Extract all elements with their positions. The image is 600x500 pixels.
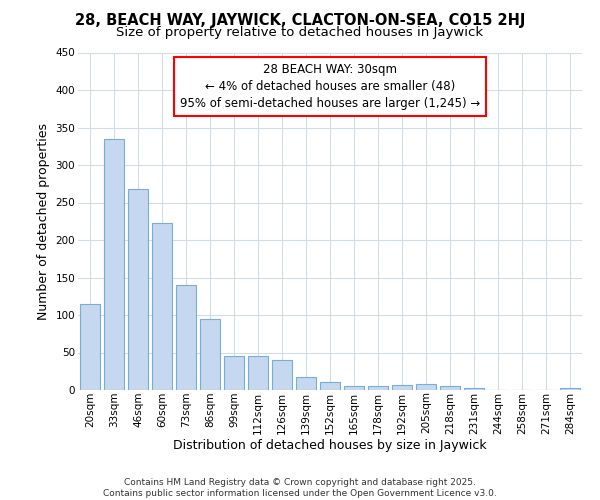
Bar [248,356,268,390]
Bar [176,285,196,390]
X-axis label: Distribution of detached houses by size in Jaywick: Distribution of detached houses by size … [173,439,487,452]
Bar [272,360,292,390]
Text: 28, BEACH WAY, JAYWICK, CLACTON-ON-SEA, CO15 2HJ: 28, BEACH WAY, JAYWICK, CLACTON-ON-SEA, … [75,12,525,28]
Bar [320,382,340,390]
Text: 28 BEACH WAY: 30sqm
← 4% of detached houses are smaller (48)
95% of semi-detache: 28 BEACH WAY: 30sqm ← 4% of detached hou… [180,62,480,110]
Bar [128,189,148,390]
Bar [560,388,580,390]
Bar [464,388,484,390]
Bar [416,384,436,390]
Text: Contains HM Land Registry data © Crown copyright and database right 2025.
Contai: Contains HM Land Registry data © Crown c… [103,478,497,498]
Bar [152,223,172,390]
Bar [368,386,388,390]
Text: Size of property relative to detached houses in Jaywick: Size of property relative to detached ho… [116,26,484,39]
Bar [440,386,460,390]
Bar [224,356,244,390]
Bar [200,319,220,390]
Bar [80,304,100,390]
Y-axis label: Number of detached properties: Number of detached properties [37,122,50,320]
Bar [344,386,364,390]
Bar [392,385,412,390]
Bar [104,138,124,390]
Bar [296,376,316,390]
